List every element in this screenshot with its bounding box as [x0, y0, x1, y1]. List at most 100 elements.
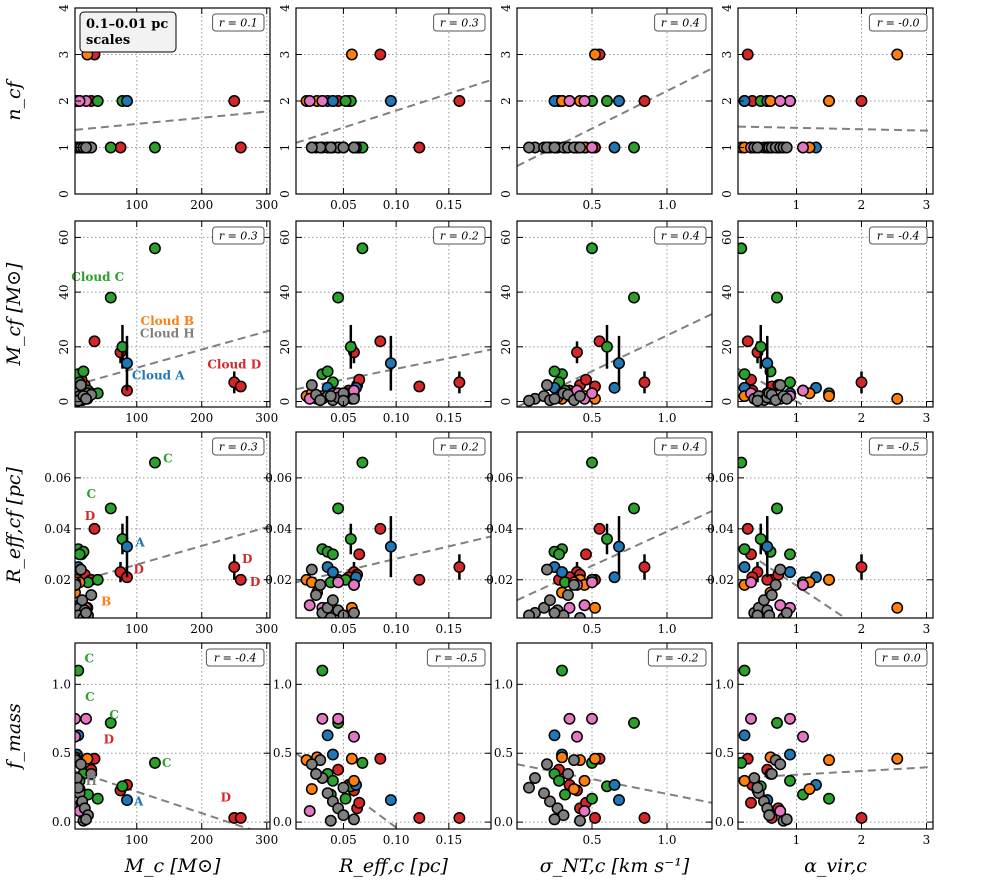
r-value-box [212, 437, 265, 456]
data-point-cloud-c [738, 242, 748, 255]
annotation-label: H [86, 774, 97, 788]
data-point-cloud-e [784, 712, 796, 725]
data-point-cloud-b [345, 752, 358, 765]
row-label: n_cf [3, 78, 25, 120]
data-point-cloud-c [553, 548, 565, 561]
data-point-cloud-d [234, 812, 247, 824]
data-point-cloud-h [314, 394, 327, 407]
data-point-cloud-a [326, 95, 339, 107]
data-point-cloud-e [578, 95, 591, 107]
x-tick-label: 0.15 [435, 198, 462, 212]
y-tick-label: 0.04 [265, 522, 292, 536]
y-tick-label: 2 [720, 97, 734, 105]
data-point-cloud-c [771, 291, 783, 304]
annotation-label: C [162, 756, 172, 770]
x-tick-label: 0.15 [435, 622, 462, 636]
annotation-label: D [85, 509, 95, 523]
data-point-cloud-e [586, 712, 598, 725]
data-point-cloud-c [738, 543, 751, 556]
data-point-cloud-c [553, 774, 565, 787]
r-value-text: r = 0.2 [440, 441, 479, 454]
data-point-cloud-d [855, 561, 868, 573]
row-label: f_mass [3, 703, 25, 771]
data-point-cloud-h [324, 390, 337, 403]
data-point-cloud-h [348, 141, 360, 154]
data-point-cloud-h [337, 141, 350, 154]
annotation-label: D [104, 733, 114, 747]
data-point-cloud-a [384, 357, 397, 370]
y-tick-label: 0.06 [265, 471, 292, 485]
r-value-text: r = 0.3 [219, 441, 258, 454]
x-tick-label: 0.05 [330, 198, 357, 212]
data-point-cloud-c [628, 141, 640, 154]
y-tick-label: 40 [499, 284, 513, 299]
x-tick-label: 2 [858, 622, 866, 636]
data-point-cloud-e [348, 578, 360, 591]
data-point-cloud-e [303, 599, 316, 612]
data-point-cloud-a [326, 566, 339, 579]
data-point-cloud-b [891, 752, 904, 765]
data-point-cloud-h [305, 758, 318, 771]
data-point-cloud-e [797, 384, 809, 397]
y-tick-label: 1.0 [494, 677, 513, 691]
data-point-cloud-d [638, 376, 651, 389]
y-tick-label: 0 [57, 398, 71, 406]
x-tick-label: 200 [190, 622, 213, 636]
data-point-cloud-h [75, 379, 87, 392]
data-point-cloud-c [771, 716, 783, 729]
data-point-cloud-b [823, 754, 835, 767]
data-point-cloud-d [228, 95, 241, 107]
r-value-text: r = 0.4 [661, 441, 700, 454]
panel-content [738, 664, 933, 827]
y-tick-label: 1.0 [715, 677, 734, 691]
y-tick-label: 0.02 [486, 573, 513, 587]
fit-line [517, 510, 712, 602]
data-point-cloud-h [310, 767, 322, 780]
panel-frame [295, 431, 492, 619]
x-tick-label: 100 [125, 833, 148, 847]
data-point-cloud-a [608, 778, 621, 791]
data-point-cloud-c [339, 95, 352, 107]
data-point-cloud-e [303, 805, 316, 818]
data-point-cloud-d [855, 812, 868, 824]
panel-r1-c2: 0.5 1.0 0 20 40 60 r = 0.4 [499, 220, 713, 425]
y-tick-label: 0 [278, 190, 292, 198]
data-point-cloud-a [121, 95, 133, 107]
y-tick-label: 60 [499, 230, 513, 245]
data-point-cloud-c [149, 141, 161, 154]
y-tick-label: 0 [720, 398, 734, 406]
data-point-cloud-c [344, 533, 357, 545]
data-point-cloud-h [305, 563, 318, 576]
r-value-text: r = 0.3 [219, 230, 258, 243]
r-value-text: r = -0.4 [877, 230, 920, 243]
data-point-cloud-b [345, 48, 358, 61]
data-point-cloud-b [589, 752, 601, 765]
x-tick-label: 2 [858, 198, 866, 212]
fit-line [75, 110, 270, 131]
data-point-cloud-b [823, 95, 835, 107]
data-point-cloud-a [761, 540, 774, 553]
data-point-cloud-d [453, 561, 466, 573]
data-point-cloud-h [548, 392, 561, 405]
y-tick-label: 0.06 [486, 471, 513, 485]
data-point-cloud-h [780, 813, 793, 826]
data-point-cloud-h [574, 390, 586, 403]
y-tick-label: 0.04 [707, 522, 734, 536]
data-point-cloud-c [738, 368, 751, 381]
panel-r0-c3: 1 2 3 0 1 2 3 4 r = -0.0 [720, 4, 934, 212]
data-point-cloud-c [784, 548, 796, 561]
y-tick-label: 40 [57, 284, 71, 299]
data-point-cloud-h [538, 601, 550, 614]
y-tick-label: 0.5 [715, 746, 734, 760]
data-point-cloud-h [85, 589, 98, 602]
x-tick-label: 100 [125, 411, 148, 425]
y-tick-label: 0 [720, 190, 734, 198]
panel-content [296, 664, 466, 829]
x-tick-label: 1.0 [657, 198, 676, 212]
x-tick-label: 0.15 [435, 833, 462, 847]
annotation-label: Cloud H [140, 326, 195, 340]
data-point-cloud-e [563, 712, 576, 725]
x-tick-label: 3 [923, 622, 931, 636]
y-tick-label: 60 [278, 230, 292, 245]
